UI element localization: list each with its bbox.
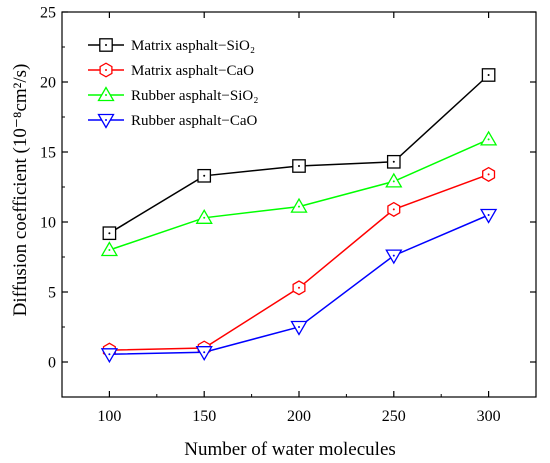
data-point-center (203, 216, 206, 219)
y-axis-title: Diffusion coefficient (10⁻⁸cm²/s) (10, 64, 31, 317)
data-point-center (203, 351, 206, 354)
x-tick-label: 250 (382, 408, 406, 425)
y-tick-label: 20 (40, 75, 56, 92)
axes: 100 150 200 250 300 0 5 10 15 20 25 (40, 5, 536, 425)
data-point-center (392, 254, 395, 257)
data-point-center (487, 74, 490, 76)
y-tick-label: 15 (40, 145, 56, 162)
data-point-center (487, 173, 490, 176)
x-axis-title: Number of water molecules (184, 439, 396, 460)
data-point-center (392, 180, 395, 183)
x-tick-label: 300 (477, 408, 501, 425)
data-point-center (108, 232, 111, 235)
data-point-center (392, 160, 395, 163)
legend-label: Rubber asphalt−CaO (131, 113, 258, 129)
series-1 (102, 68, 496, 241)
y-tick-label: 25 (40, 5, 56, 22)
data-point-center (203, 174, 206, 177)
legend-item: Matrix asphalt−SiO₂ (88, 38, 255, 54)
data-point-center (298, 165, 300, 167)
y-tick-label: 5 (48, 285, 56, 302)
series-4 (100, 208, 498, 364)
legend-item: Rubber asphalt−CaO (88, 113, 258, 129)
y-tick-label: 10 (40, 215, 56, 232)
legend-label: Rubber asphalt−SiO₂ (131, 88, 258, 104)
x-tick-label: 150 (192, 408, 216, 425)
y-tick-label: 0 (48, 355, 56, 372)
data-point-center (487, 138, 490, 141)
data-point-center (298, 326, 300, 328)
legend-item: Rubber asphalt−SiO₂ (88, 86, 258, 104)
legend-marker-center (105, 119, 107, 121)
data-point-center (487, 214, 490, 216)
x-tick-label: 100 (97, 408, 121, 425)
data-point-center (298, 205, 300, 208)
legend-marker-center (105, 69, 107, 71)
legend-marker-center (105, 94, 107, 96)
legend: Matrix asphalt−SiO₂ Matrix asphalt−CaO Rub… (88, 38, 258, 129)
series-3 (100, 130, 498, 257)
series-group (100, 68, 498, 364)
legend-label: Matrix asphalt−CaO (131, 63, 254, 79)
legend-marker-center (105, 44, 107, 46)
x-tick-label: 200 (287, 408, 311, 425)
data-point-center (392, 208, 395, 211)
legend-item: Matrix asphalt−CaO (88, 62, 254, 79)
data-point-center (108, 353, 111, 356)
data-point-center (298, 286, 300, 289)
legend-label: Matrix asphalt−SiO₂ (131, 38, 255, 54)
data-point-center (108, 249, 111, 251)
